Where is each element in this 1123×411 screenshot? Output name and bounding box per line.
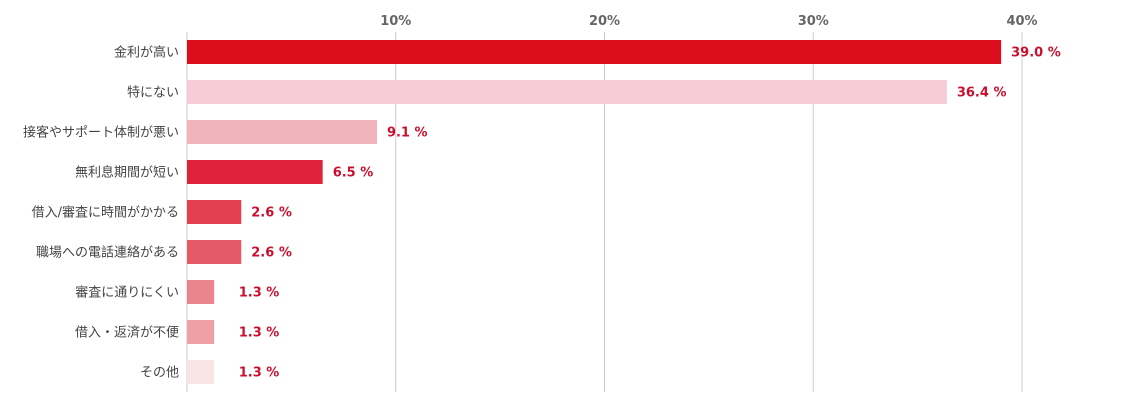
value-label: 2.6 % bbox=[251, 246, 292, 261]
value-label: 1.3 % bbox=[239, 366, 280, 381]
value-label: 6.5 % bbox=[333, 166, 374, 181]
category-label: 金利が高い bbox=[114, 45, 179, 61]
bar bbox=[187, 200, 242, 224]
category-label: 借入・返済が不便 bbox=[75, 325, 179, 341]
bar-row: 借入/審査に時間がかかる 2.6 % bbox=[32, 200, 292, 224]
bar-row: 接客やサポート体制が悪い 9.1 % bbox=[23, 120, 428, 144]
category-label: 無利息期間が短い bbox=[75, 165, 179, 181]
category-label: 借入/審査に時間がかかる bbox=[32, 206, 179, 221]
bar bbox=[187, 80, 947, 104]
value-label: 1.3 % bbox=[239, 326, 280, 341]
category-label: 特にない bbox=[127, 86, 179, 101]
value-label: 36.4 % bbox=[957, 86, 1007, 101]
bar-row: 借入・返済が不便 1.3 % bbox=[75, 320, 279, 344]
tick-label: 30% bbox=[798, 14, 829, 29]
tick-label: 10% bbox=[380, 14, 411, 29]
tick-label: 40% bbox=[1006, 14, 1037, 29]
bar-row: 金利が高い 39.0 % bbox=[114, 40, 1061, 64]
bar-row: 職場への電話連絡がある 2.6 % bbox=[36, 240, 292, 264]
bar-row: 無利息期間が短い 6.5 % bbox=[75, 160, 373, 184]
value-label: 9.1 % bbox=[387, 126, 428, 141]
bar-row: その他 1.3 % bbox=[140, 360, 279, 384]
category-label: その他 bbox=[140, 366, 179, 381]
bar bbox=[187, 40, 1002, 64]
bar bbox=[187, 320, 215, 344]
tick-label: 20% bbox=[589, 14, 620, 29]
value-label: 1.3 % bbox=[239, 286, 280, 301]
value-label: 39.0 % bbox=[1011, 46, 1061, 61]
bar bbox=[187, 360, 215, 384]
bar bbox=[187, 160, 323, 184]
bars: 金利が高い 39.0 % 特にない 36.4 % 接客やサポート体制が悪い 9.1 % 無利… bbox=[23, 40, 1061, 384]
bar-row: 審査に通りにくい 1.3 % bbox=[75, 280, 279, 304]
bar bbox=[187, 240, 242, 264]
bar bbox=[187, 120, 377, 144]
x-axis-ticks: 10% 20% 30% 40% bbox=[380, 14, 1037, 29]
bar-row: 特にない 36.4 % bbox=[127, 80, 1007, 104]
category-label: 職場への電話連絡がある bbox=[36, 245, 179, 261]
bar bbox=[187, 280, 215, 304]
category-label: 接客やサポート体制が悪い bbox=[23, 125, 179, 141]
category-label: 審査に通りにくい bbox=[75, 286, 179, 301]
value-label: 2.6 % bbox=[251, 206, 292, 221]
